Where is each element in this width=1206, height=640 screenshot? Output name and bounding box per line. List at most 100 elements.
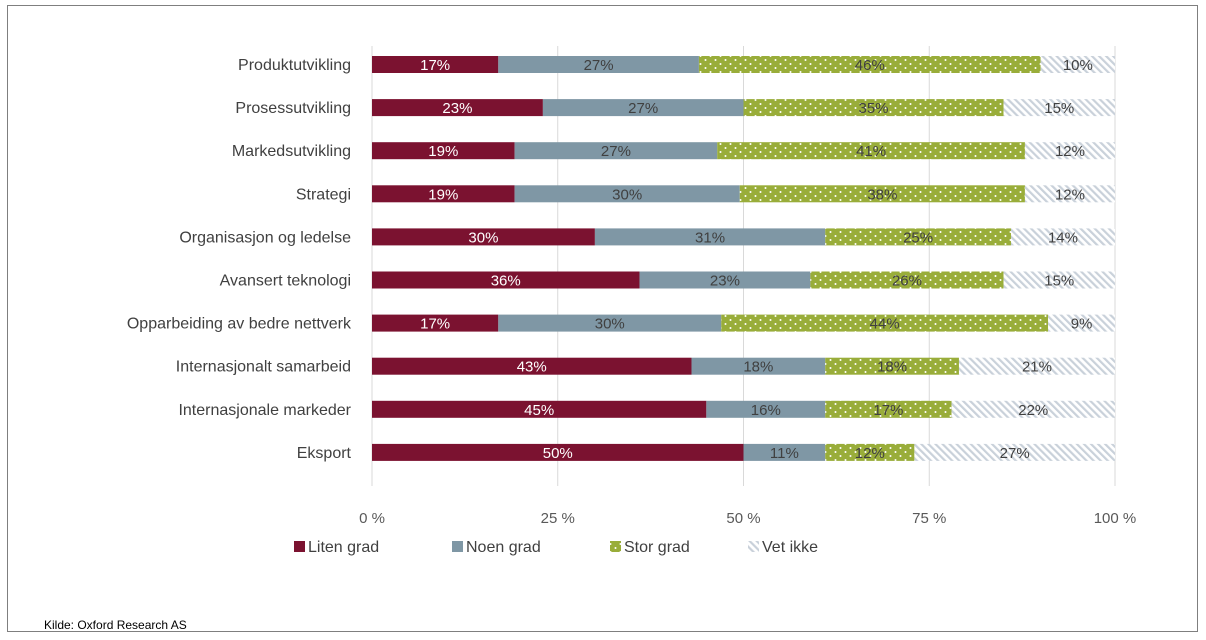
legend-swatch	[294, 541, 305, 552]
data-label: 27%	[1000, 445, 1030, 462]
legend-label: Stor grad	[624, 539, 690, 556]
bar-segment	[743, 99, 1004, 117]
bar-segment	[372, 99, 543, 117]
data-label: 19%	[428, 186, 458, 203]
bar-segment	[498, 314, 722, 332]
data-label: 10%	[1063, 57, 1093, 74]
stacked-bar-chart: 17% 27% 46% 10% 23% 27% 35% 15% 19% 27% 41% 12% 19% 3…	[127, 46, 1136, 556]
bar-segment	[743, 443, 826, 461]
chart-frame: 17% 27% 46% 10% 23% 27% 35% 15% 19% 27% 41% 12% 19% 3…	[7, 5, 1198, 632]
bar-segment	[1024, 142, 1115, 160]
data-label: 38%	[867, 186, 897, 203]
bar-segment	[706, 400, 826, 418]
data-label: 12%	[855, 445, 885, 462]
bar-segment	[914, 443, 1115, 461]
category-label: Internasjonalt samarbeid	[176, 359, 351, 376]
bar-segment	[721, 314, 1049, 332]
x-tick-label: 100 %	[1094, 510, 1137, 527]
category-label: Produktutvikling	[238, 57, 351, 74]
legend: Liten grad Noen grad Stor grad Vet ikke	[294, 539, 818, 556]
data-label: 50%	[543, 445, 573, 462]
data-label: 23%	[442, 100, 472, 117]
data-label: 44%	[870, 316, 900, 333]
data-label: 17%	[420, 316, 450, 333]
data-label: 21%	[1022, 359, 1052, 376]
bar-segment	[372, 271, 640, 289]
bar-segment	[958, 357, 1115, 375]
bar-segment	[1010, 228, 1115, 246]
data-label: 17%	[420, 57, 450, 74]
data-label: 12%	[1055, 143, 1085, 160]
legend-label: Vet ikke	[762, 539, 818, 556]
bar-segment	[372, 142, 515, 160]
bar-segment	[739, 185, 1025, 203]
category-label: Markedsutvikling	[232, 143, 351, 160]
data-label: 18%	[877, 359, 907, 376]
bar-segment	[825, 443, 915, 461]
data-label: 16%	[751, 402, 781, 419]
bar-segment	[1048, 314, 1115, 332]
data-label: 14%	[1048, 229, 1078, 246]
data-label: 23%	[710, 273, 740, 290]
data-label: 15%	[1044, 100, 1074, 117]
category-label: Opparbeiding av bedre nettverk	[127, 316, 352, 333]
data-label: 43%	[517, 359, 547, 376]
bar-segment	[498, 56, 699, 73]
source-note: Kilde: Oxford Research AS	[44, 618, 187, 632]
data-label: 27%	[628, 100, 658, 117]
data-label: 25%	[903, 229, 933, 246]
category-label: Avansert teknologi	[220, 273, 351, 290]
bar-segment	[372, 56, 499, 73]
bar-segment	[1024, 185, 1115, 203]
legend-swatch	[748, 541, 759, 552]
data-label: 26%	[892, 273, 922, 290]
category-label: Strategi	[296, 186, 351, 203]
bar-segment	[514, 142, 718, 160]
bar-segment	[691, 357, 826, 375]
bar-segment	[372, 400, 707, 418]
bar-segment	[372, 228, 595, 246]
x-axis-tick-labels: 0 % 25 % 50 % 75 % 100 %	[359, 510, 1136, 527]
bar-segment	[372, 185, 515, 203]
x-tick-label: 25 %	[541, 510, 575, 527]
legend-swatch	[610, 541, 621, 552]
bar-segment	[698, 56, 1041, 73]
x-tick-label: 50 %	[726, 510, 760, 527]
x-tick-label: 0 %	[359, 510, 385, 527]
bar-segment	[542, 99, 744, 117]
legend-label: Liten grad	[308, 539, 379, 556]
data-label: 30%	[468, 229, 498, 246]
data-label: 30%	[612, 186, 642, 203]
bar-segment	[825, 228, 1011, 246]
bar-segment	[717, 142, 1025, 160]
data-label: 18%	[743, 359, 773, 376]
category-label: Internasjonale markeder	[178, 402, 351, 419]
bar-segment	[810, 271, 1004, 289]
bar-segment	[1003, 99, 1115, 117]
legend-swatch	[452, 541, 463, 552]
bar-segment	[825, 400, 952, 418]
data-label: 11%	[770, 445, 799, 462]
data-label: 46%	[855, 57, 885, 74]
category-labels: Produktutvikling Prosessutvikling Markedsu…	[127, 57, 352, 462]
x-tick-label: 75 %	[912, 510, 946, 527]
data-label: 17%	[873, 402, 903, 419]
bar-segment	[1040, 56, 1115, 73]
data-label: 27%	[584, 57, 614, 74]
legend-label: Noen grad	[466, 539, 541, 556]
bar-segment	[1003, 271, 1115, 289]
bars: 17% 27% 46% 10% 23% 27% 35% 15% 19% 27% 41% 12% 19% 3…	[372, 56, 1115, 462]
category-label: Organisasjon og ledelse	[179, 229, 351, 246]
data-label: 30%	[595, 316, 625, 333]
data-label: 31%	[695, 229, 725, 246]
bar-segment	[372, 443, 744, 461]
bar-segment	[639, 271, 811, 289]
bar-segment	[594, 228, 826, 246]
data-label: 35%	[859, 100, 889, 117]
data-label: 19%	[428, 143, 458, 160]
data-label: 45%	[524, 402, 554, 419]
data-label: 22%	[1018, 402, 1048, 419]
bar-segment	[372, 357, 692, 375]
category-label: Prosessutvikling	[235, 100, 351, 117]
bar-segment	[825, 357, 959, 375]
